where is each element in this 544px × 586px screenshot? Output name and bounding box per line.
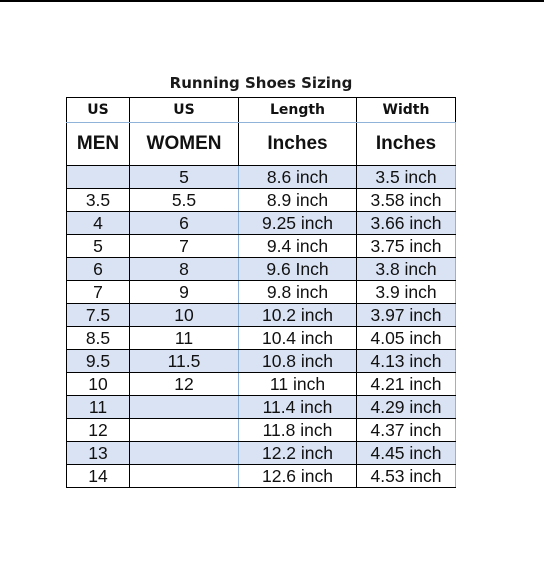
men-size-cell: 10 (66, 372, 130, 396)
length-cell: 10.2 inch (238, 303, 357, 327)
table-row: 5 7 9.4 inch 3.75 inch (66, 234, 456, 258)
men-size-cell: 14 (66, 464, 130, 488)
length-cell: 11.4 inch (238, 395, 357, 419)
header-width: Width (356, 97, 456, 123)
width-cell: 3.97 inch (356, 303, 456, 327)
header-men: MEN (66, 122, 130, 166)
table-row: 4 6 9.25 inch 3.66 inch (66, 211, 456, 235)
length-cell: 9.6 Inch (238, 257, 357, 281)
men-size-cell: 8.5 (66, 326, 130, 350)
width-cell: 3.58 inch (356, 188, 456, 212)
header-row-units: US US Length Width (66, 97, 456, 123)
men-size-cell: 6 (66, 257, 130, 281)
women-size-cell: 5 (129, 165, 239, 189)
men-size-cell: 3.5 (66, 188, 130, 212)
header-length: Length (238, 97, 357, 123)
women-size-cell (129, 395, 239, 419)
length-cell: 8.6 inch (238, 165, 357, 189)
women-size-cell (129, 418, 239, 442)
table-row: 9.5 11.5 10.8 inch 4.13 inch (66, 349, 456, 373)
width-cell: 4.53 inch (356, 464, 456, 488)
men-size-cell: 4 (66, 211, 130, 235)
women-size-cell: 7 (129, 234, 239, 258)
table-row: 13 12.2 inch 4.45 inch (66, 441, 456, 465)
length-cell: 8.9 inch (238, 188, 357, 212)
women-size-cell: 10 (129, 303, 239, 327)
table-row: 14 12.6 inch 4.53 inch (66, 464, 456, 488)
men-size-cell: 11 (66, 395, 130, 419)
women-size-cell: 12 (129, 372, 239, 396)
women-size-cell (129, 464, 239, 488)
table-row: 10 12 11 inch 4.21 inch (66, 372, 456, 396)
width-cell: 4.13 inch (356, 349, 456, 373)
length-cell: 10.4 inch (238, 326, 357, 350)
men-size-cell: 5 (66, 234, 130, 258)
table-row: 3.5 5.5 8.9 inch 3.58 inch (66, 188, 456, 212)
header-width-unit: Inches (356, 122, 456, 166)
width-cell: 3.8 inch (356, 257, 456, 281)
width-cell: 4.21 inch (356, 372, 456, 396)
length-cell: 9.8 inch (238, 280, 357, 304)
width-cell: 4.05 inch (356, 326, 456, 350)
table-row: 11 11.4 inch 4.29 inch (66, 395, 456, 419)
table-row: 7.5 10 10.2 inch 3.97 inch (66, 303, 456, 327)
women-size-cell: 11 (129, 326, 239, 350)
width-cell: 4.29 inch (356, 395, 456, 419)
women-size-cell (129, 441, 239, 465)
women-size-cell: 5.5 (129, 188, 239, 212)
length-cell: 11 inch (238, 372, 357, 396)
header-us-women-system: US (129, 97, 239, 123)
width-cell: 4.45 inch (356, 441, 456, 465)
men-size-cell: 9.5 (66, 349, 130, 373)
table-title: Running Shoes Sizing (169, 74, 353, 92)
header-us-men-system: US (66, 97, 130, 123)
length-cell: 9.4 inch (238, 234, 357, 258)
table-row: 6 8 9.6 Inch 3.8 inch (66, 257, 456, 281)
men-size-cell (66, 165, 130, 189)
men-size-cell: 13 (66, 441, 130, 465)
sizing-table: US US Length Width MEN WOMEN Inches Inch… (66, 97, 456, 488)
table-row: 12 11.8 inch 4.37 inch (66, 418, 456, 442)
table-body: 5 8.6 inch 3.5 inch 3.5 5.5 8.9 inch 3.58 inch… (66, 165, 456, 488)
width-cell: 4.37 inch (356, 418, 456, 442)
width-cell: 3.9 inch (356, 280, 456, 304)
top-rule (0, 0, 544, 2)
length-cell: 12.2 inch (238, 441, 357, 465)
men-size-cell: 7 (66, 280, 130, 304)
length-cell: 10.8 inch (238, 349, 357, 373)
length-cell: 11.8 inch (238, 418, 357, 442)
table-row: 5 8.6 inch 3.5 inch (66, 165, 456, 189)
header-row-labels: MEN WOMEN Inches Inches (66, 122, 456, 166)
table-row: 8.5 11 10.4 inch 4.05 inch (66, 326, 456, 350)
table-row: 7 9 9.8 inch 3.9 inch (66, 280, 456, 304)
header-women: WOMEN (129, 122, 239, 166)
men-size-cell: 7.5 (66, 303, 130, 327)
men-size-cell: 12 (66, 418, 130, 442)
women-size-cell: 9 (129, 280, 239, 304)
women-size-cell: 6 (129, 211, 239, 235)
width-cell: 3.66 inch (356, 211, 456, 235)
length-cell: 9.25 inch (238, 211, 357, 235)
header-length-unit: Inches (238, 122, 357, 166)
length-cell: 12.6 inch (238, 464, 357, 488)
women-size-cell: 11.5 (129, 349, 239, 373)
width-cell: 3.75 inch (356, 234, 456, 258)
width-cell: 3.5 inch (356, 165, 456, 189)
women-size-cell: 8 (129, 257, 239, 281)
